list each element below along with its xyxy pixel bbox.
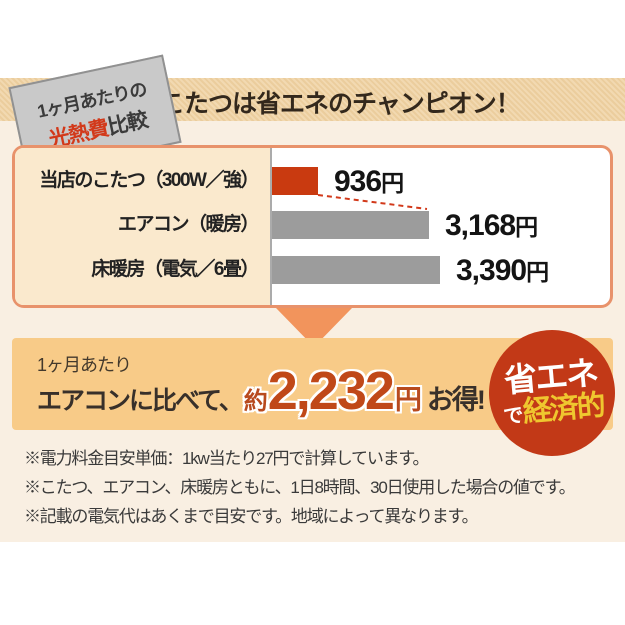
- savings-suffix: お得!: [426, 385, 486, 415]
- category-label-floorheating: 床暖房（電気／6畳）: [91, 259, 259, 280]
- value-floorheating-unit: 円: [526, 258, 549, 285]
- savings-approx: 約: [243, 388, 268, 415]
- bar-aircon: [272, 211, 429, 239]
- category-label-kotatsu: 当店のこたつ（300W／強）: [39, 170, 259, 191]
- value-kotatsu-number: 936: [334, 164, 382, 198]
- bar-row-floorheating: 3,390円: [272, 254, 549, 287]
- value-kotatsu: 936円: [334, 164, 404, 199]
- value-aircon-unit: 円: [515, 213, 538, 240]
- chart-label-column: 当店のこたつ（300W／強） エアコン（暖房） 床暖房（電気／6畳）: [15, 148, 272, 305]
- savings-unit: 円: [394, 385, 422, 415]
- footnote-1: ※電力料金目安単価：1kw当たり27円で計算しています。: [24, 449, 430, 468]
- ribbon-line2-rest: 比較: [105, 108, 150, 140]
- savings-prefix: 1ヶ月あたり: [37, 355, 132, 375]
- cost-comparison-chart: 当店のこたつ（300W／強） エアコン（暖房） 床暖房（電気／6畳） 936円 …: [12, 145, 613, 308]
- bar-floorheating: [272, 256, 440, 284]
- bar-row-aircon: 3,168円: [272, 209, 538, 242]
- footnotes: ※電力料金目安単価：1kw当たり27円で計算しています。 ※こたつ、エアコン、床…: [24, 444, 609, 531]
- savings-amount: 2,232: [267, 361, 395, 421]
- category-label-aircon: エアコン（暖房）: [117, 214, 260, 235]
- footnote-3: ※記載の電気代はあくまで目安です。地域によって異なります。: [24, 507, 479, 526]
- value-floorheating: 3,390円: [456, 253, 549, 288]
- footnote-2: ※こたつ、エアコン、床暖房ともに、1日8時間、30日使用した場合の値です。: [24, 478, 576, 497]
- bar-row-kotatsu: 936円: [272, 165, 404, 198]
- eco-badge-line2-small: で: [502, 404, 525, 429]
- page-title: こたつは省エネのチャンピオン！: [160, 90, 521, 118]
- eco-badge-line2-accent: 経済的: [521, 389, 606, 429]
- bar-kotatsu: [272, 167, 318, 195]
- value-aircon-number: 3,168: [445, 208, 516, 242]
- value-floorheating-number: 3,390: [456, 253, 527, 287]
- savings-lead: エアコンに比べて、: [37, 387, 244, 415]
- value-kotatsu-unit: 円: [381, 169, 404, 196]
- value-aircon: 3,168円: [445, 208, 538, 243]
- savings-line: エアコンに比べて、約 2,232 円お得!: [37, 361, 486, 421]
